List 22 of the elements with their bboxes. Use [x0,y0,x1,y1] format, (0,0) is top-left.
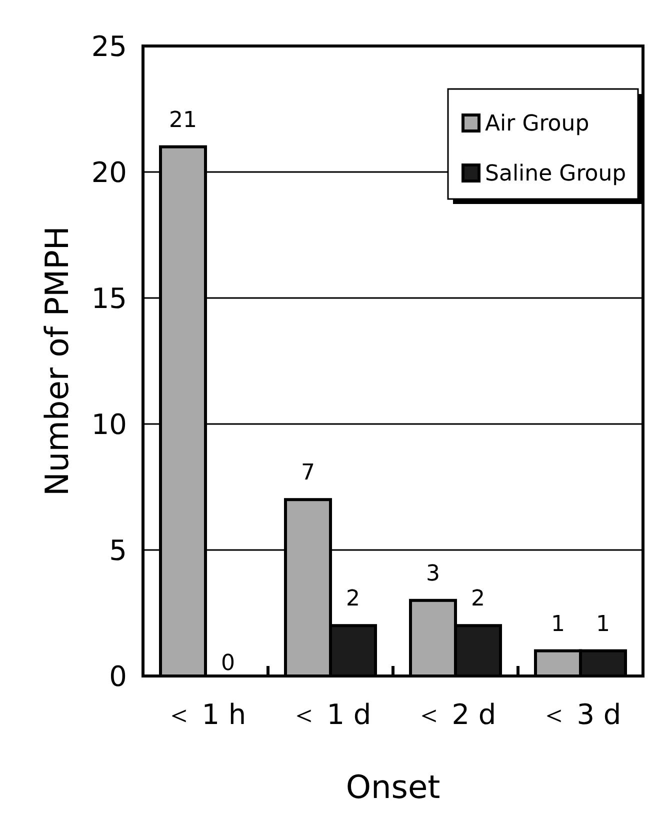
data-label: 1 [596,612,610,637]
x-axis-title: Onset [346,768,440,806]
legend-label: Saline Group [485,162,626,187]
data-label: 1 [551,612,565,637]
x-tick-label: ＜ 3 d [540,698,622,731]
x-tick-label: ＜ 1 h [164,698,246,731]
y-tick-label: 15 [91,282,127,315]
data-label: 2 [471,586,485,612]
y-tick-label: 0 [109,660,127,693]
legend-label: Air Group [485,112,590,137]
y-axis-title: Number of PMPH [38,226,76,496]
data-label: 0 [221,651,235,676]
y-tick-label: 20 [91,156,127,189]
data-label: 2 [346,586,360,612]
data-label: 3 [426,561,440,586]
y-tick-label: 10 [91,408,127,441]
x-tick-label: ＜ 2 d [414,698,496,731]
y-tick-label: 5 [109,534,127,567]
y-tick-label: 25 [91,30,127,63]
x-tick-label: ＜ 1 d [290,698,372,731]
data-label: 21 [169,108,197,133]
data-label: 7 [301,460,315,486]
